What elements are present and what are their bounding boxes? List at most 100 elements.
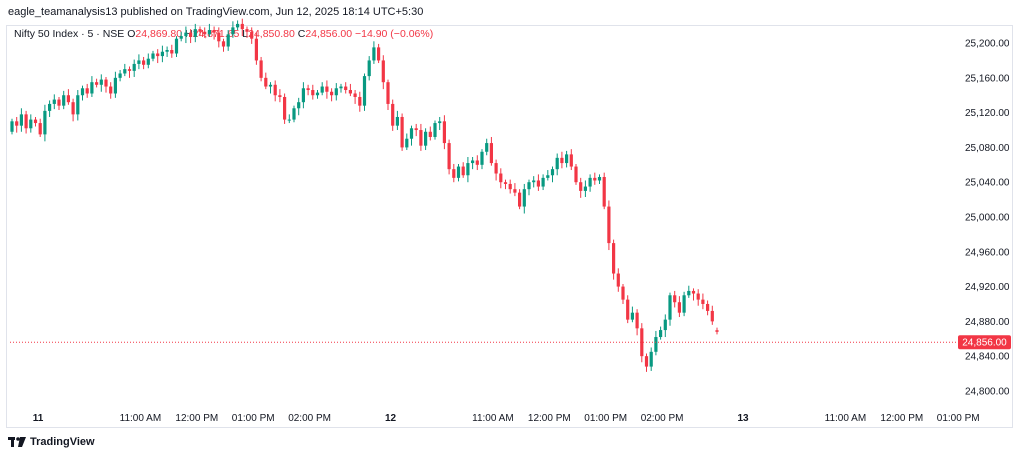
candle[interactable] xyxy=(377,43,381,64)
candle[interactable] xyxy=(142,56,146,70)
candle[interactable] xyxy=(306,84,310,96)
candle[interactable] xyxy=(475,155,479,171)
candle[interactable] xyxy=(221,38,226,52)
candle[interactable] xyxy=(334,83,338,101)
candle[interactable] xyxy=(217,27,221,48)
candle[interactable] xyxy=(597,174,602,184)
candle[interactable] xyxy=(550,166,555,183)
candle[interactable] xyxy=(518,189,522,210)
candle[interactable] xyxy=(630,306,634,323)
candle[interactable] xyxy=(189,29,193,44)
candle[interactable] xyxy=(456,163,461,182)
candle[interactable] xyxy=(19,108,23,132)
candle[interactable] xyxy=(146,53,150,69)
candle[interactable] xyxy=(344,82,348,94)
candle[interactable] xyxy=(160,45,164,63)
candle[interactable] xyxy=(480,149,484,170)
candle[interactable] xyxy=(532,176,536,188)
candle[interactable] xyxy=(574,163,578,185)
candle[interactable] xyxy=(447,139,451,175)
candle[interactable] xyxy=(278,89,282,103)
candle[interactable] xyxy=(151,50,155,62)
candle[interactable] xyxy=(80,85,85,101)
candle[interactable] xyxy=(15,116,19,133)
candle[interactable] xyxy=(612,239,616,280)
candle[interactable] xyxy=(527,179,531,196)
candle[interactable] xyxy=(503,179,508,190)
candle[interactable] xyxy=(499,168,503,189)
candle[interactable] xyxy=(466,156,470,183)
legend-symbol[interactable]: Nifty 50 Index · 5 · NSE xyxy=(14,28,125,40)
candle[interactable] xyxy=(593,172,597,185)
candle[interactable] xyxy=(409,125,414,146)
candle[interactable] xyxy=(62,90,66,110)
candle[interactable] xyxy=(626,295,630,324)
candle[interactable] xyxy=(10,118,14,135)
candle[interactable] xyxy=(273,80,277,102)
candle[interactable] xyxy=(673,290,677,308)
candle[interactable] xyxy=(541,174,545,191)
candle[interactable] xyxy=(358,91,362,112)
candle[interactable] xyxy=(607,200,611,251)
candle[interactable] xyxy=(245,26,249,38)
candle[interactable] xyxy=(583,180,587,197)
candle[interactable] xyxy=(132,59,136,77)
candle[interactable] xyxy=(508,179,512,194)
candle[interactable] xyxy=(203,27,207,38)
candle[interactable] xyxy=(560,151,564,169)
candle[interactable] xyxy=(555,153,559,176)
candle[interactable] xyxy=(706,300,710,316)
candle[interactable] xyxy=(715,327,719,335)
candle[interactable] xyxy=(113,71,117,98)
candle[interactable] xyxy=(659,326,663,340)
candle[interactable] xyxy=(635,309,639,336)
candle[interactable] xyxy=(579,177,583,198)
candle[interactable] xyxy=(588,174,592,192)
candle[interactable] xyxy=(330,88,334,102)
candle[interactable] xyxy=(419,123,423,151)
candle[interactable] xyxy=(226,30,230,51)
candle[interactable] xyxy=(428,126,432,141)
candle[interactable] xyxy=(691,288,696,301)
candle[interactable] xyxy=(687,285,691,298)
candle[interactable] xyxy=(95,78,99,88)
candle[interactable] xyxy=(320,82,324,96)
candle[interactable] xyxy=(362,73,367,111)
candle[interactable] xyxy=(99,74,103,92)
candle[interactable] xyxy=(156,49,160,64)
candle[interactable] xyxy=(24,110,28,134)
candle[interactable] xyxy=(339,83,343,93)
candle[interactable] xyxy=(212,26,216,40)
candle[interactable] xyxy=(682,291,686,317)
candle[interactable] xyxy=(38,118,42,137)
candle[interactable] xyxy=(179,31,183,42)
candle[interactable] xyxy=(710,305,714,325)
candle[interactable] xyxy=(52,94,56,110)
candle[interactable] xyxy=(452,163,456,183)
candle[interactable] xyxy=(644,353,649,372)
candle[interactable] xyxy=(536,174,540,191)
candle[interactable] xyxy=(569,149,573,171)
candle[interactable] xyxy=(386,79,390,111)
candle[interactable] xyxy=(701,293,705,310)
candle[interactable] xyxy=(367,56,371,81)
candle[interactable] xyxy=(137,54,141,70)
candle[interactable] xyxy=(29,114,33,133)
candle[interactable] xyxy=(677,296,681,318)
candle[interactable] xyxy=(424,128,428,151)
candle[interactable] xyxy=(433,120,437,140)
candle[interactable] xyxy=(254,32,258,65)
candle[interactable] xyxy=(640,323,644,363)
candle[interactable] xyxy=(442,115,446,150)
candle[interactable] xyxy=(391,99,395,131)
candle[interactable] xyxy=(485,138,489,156)
candle[interactable] xyxy=(494,159,498,181)
candle[interactable] xyxy=(405,133,409,151)
candle[interactable] xyxy=(104,76,108,93)
candle[interactable] xyxy=(471,156,475,170)
candle[interactable] xyxy=(400,113,404,151)
candle[interactable] xyxy=(127,66,132,78)
candle[interactable] xyxy=(174,36,179,57)
candle[interactable] xyxy=(663,314,667,338)
